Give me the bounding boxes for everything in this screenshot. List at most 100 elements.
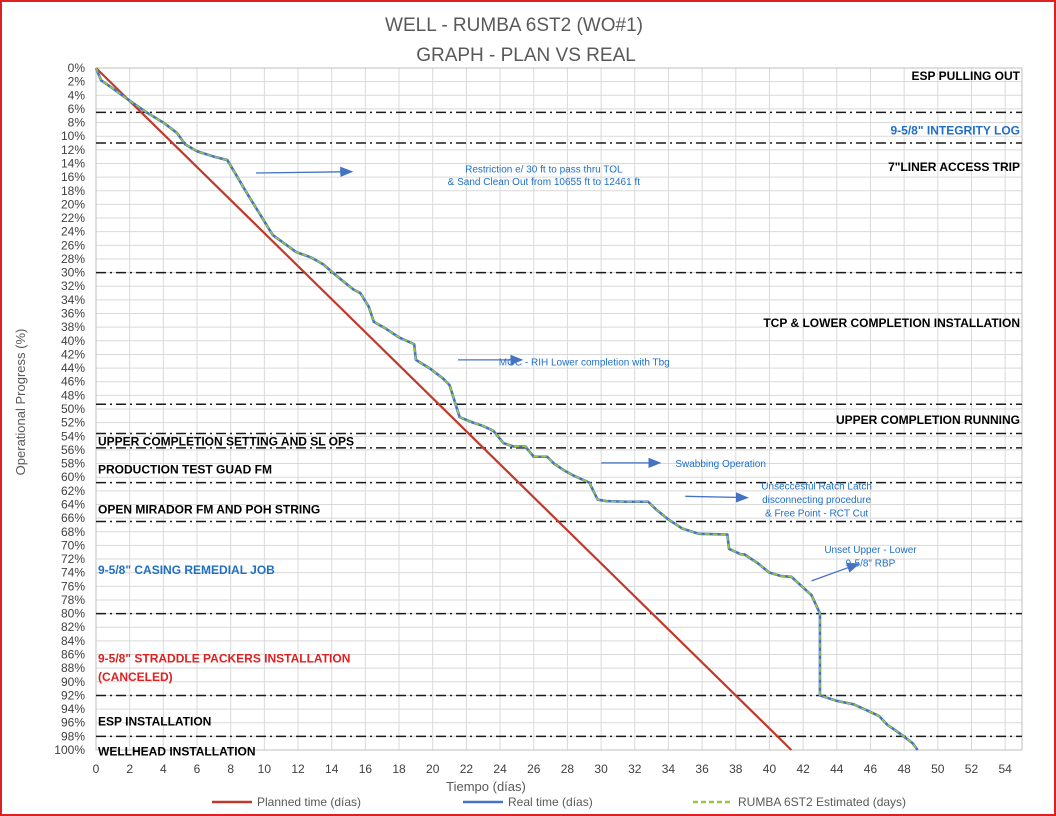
y-tick-label: 46% [61,375,85,389]
y-tick-label: 14% [61,156,85,170]
y-tick-label: 60% [61,470,85,484]
phase-label: 9-5/8" CASING REMEDIAL JOB [98,563,275,577]
x-tick-label: 16 [359,762,373,776]
y-tick-label: 56% [61,443,85,457]
x-axis-title: Tiempo (días) [446,779,526,794]
y-tick-label: 78% [61,593,85,607]
x-tick-label: 34 [662,762,676,776]
y-tick-label: 22% [61,211,85,225]
x-tick-label: 54 [998,762,1012,776]
phase-label: UPPER COMPLETION SETTING AND SL OPS [98,435,354,449]
x-tick-label: 36 [695,762,709,776]
x-tick-label: 26 [527,762,541,776]
phase-label: (CANCELED) [98,670,173,684]
y-tick-label: 94% [61,702,85,716]
y-tick-label: 52% [61,416,85,430]
y-tick-label: 30% [61,266,85,280]
y-tick-label: 12% [61,143,85,157]
y-tick-label: 16% [61,170,85,184]
y-tick-label: 90% [61,675,85,689]
y-tick-label: 62% [61,484,85,498]
y-tick-label: 32% [61,279,85,293]
y-tick-label: 68% [61,525,85,539]
x-tick-label: 6 [194,762,201,776]
phase-label: WELLHEAD INSTALLATION [98,744,256,758]
y-tick-label: 88% [61,661,85,675]
y-tick-label: 98% [61,729,85,743]
phase-label: 9-5/8" STRADDLE PACKERS INSTALLATION [98,652,350,666]
x-tick-label: 30 [594,762,608,776]
x-tick-label: 38 [729,762,743,776]
annotation-arrow [811,562,860,582]
x-tick-label: 40 [763,762,777,776]
y-tick-label: 38% [61,320,85,334]
x-tick-label: 28 [561,762,575,776]
phase-label: ESP INSTALLATION [98,714,211,728]
series [94,67,919,751]
phase-label: PRODUCTION TEST GUAD FM [98,463,272,477]
y-tick-label: 4% [68,88,86,102]
x-tick-label: 10 [258,762,272,776]
phase-label: OPEN MIRADOR FM AND POH STRING [98,502,320,516]
x-tick-label: 52 [965,762,979,776]
y-tick-label: 36% [61,307,85,321]
x-tick-label: 32 [628,762,642,776]
x-tick-label: 14 [325,762,339,776]
phase-labels: ESP PULLING OUT 9-5/8" INTEGRITY LOG 7"LIN… [98,69,1021,758]
y-tick-label: 82% [61,620,85,634]
x-tick-label: 0 [93,762,100,776]
legend: Planned time (días) Real time (días) RUM… [212,795,906,809]
y-tick-label: 24% [61,225,85,239]
plot-area-border [95,67,1023,751]
axis-ticks: 0%2%4%6%8%10%12%14%16%18%20%22%24%26%28%… [54,61,1012,776]
x-tick-label: 20 [426,762,440,776]
planned-time-line [95,67,793,751]
annotation-text: 9-5/8" RBP [846,558,896,569]
annotation-text: disconnecting procedure [762,495,871,506]
annotation-text: Unseccesful Ratch Latch [761,481,872,492]
legend-label-planned: Planned time (días) [257,795,361,809]
y-tick-label: 34% [61,293,85,307]
y-tick-label: 42% [61,347,85,361]
annotations: Restriction e/ 30 ft to pass thru TOL & S… [255,164,917,582]
y-tick-label: 54% [61,429,85,443]
x-tick-label: 12 [291,762,305,776]
annotation-arrow [685,492,749,503]
phase-label: ESP PULLING OUT [912,69,1021,83]
legend-label-estimated: RUMBA 6ST2 Estimated (days) [738,795,906,809]
x-tick-label: 42 [796,762,810,776]
x-tick-label: 4 [160,762,167,776]
y-tick-label: 92% [61,688,85,702]
y-tick-label: 6% [68,102,86,116]
y-tick-label: 80% [61,607,85,621]
annotation-text: MOC - RIH Lower completion with Tbg [499,357,670,368]
annotation-text: Swabbing Operation [675,459,766,470]
estimated-days-line [95,67,919,751]
x-tick-label: 8 [227,762,234,776]
annotation-text: & Sand Clean Out from 10655 ft to 12461 … [448,177,641,188]
y-tick-label: 8% [68,116,86,130]
y-tick-label: 76% [61,579,85,593]
annotation-arrow [255,166,354,178]
chart-title-line-1: WELL - RUMBA 6ST2 (WO#1) [385,15,643,36]
phase-label: 9-5/8" INTEGRITY LOG [891,124,1021,138]
legend-label-real: Real time (días) [508,795,593,809]
phase-label: 7"LINER ACCESS TRIP [888,160,1020,174]
y-tick-label: 86% [61,648,85,662]
y-tick-label: 50% [61,402,85,416]
y-tick-label: 20% [61,197,85,211]
x-tick-label: 2 [126,762,133,776]
y-tick-label: 40% [61,334,85,348]
x-tick-label: 22 [460,762,474,776]
chart-title-line-2: GRAPH - PLAN VS REAL [416,45,636,66]
y-tick-label: 58% [61,457,85,471]
y-axis-title: Operational Progress (%) [13,329,28,476]
y-tick-label: 70% [61,538,85,552]
y-tick-label: 72% [61,552,85,566]
y-tick-label: 44% [61,361,85,375]
x-tick-label: 24 [493,762,507,776]
annotation-text: Unset Upper - Lower [824,545,917,556]
x-tick-label: 48 [897,762,911,776]
y-tick-label: 84% [61,634,85,648]
